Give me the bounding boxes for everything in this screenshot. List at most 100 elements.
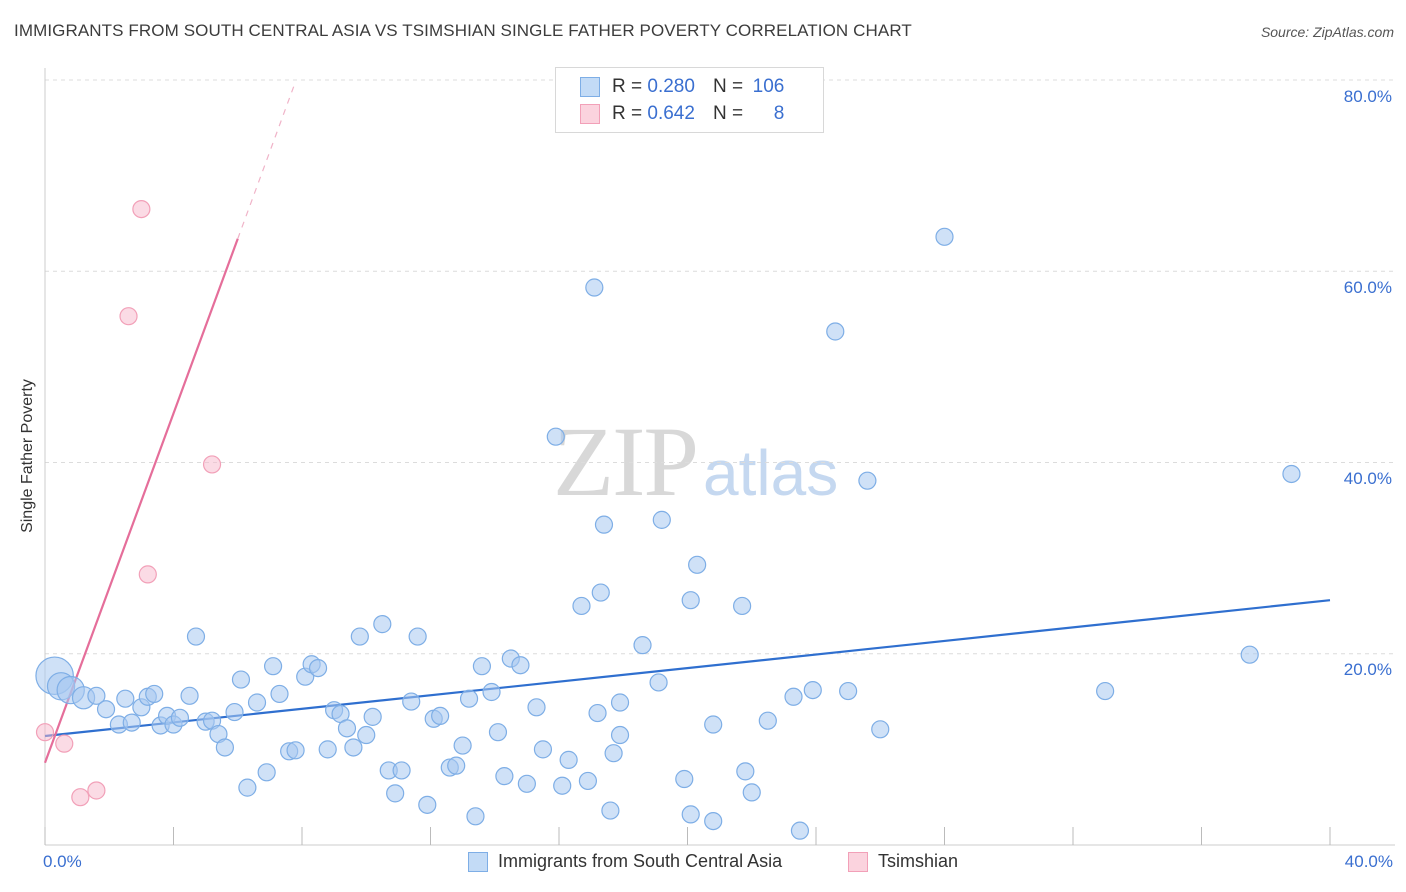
point-immigrants xyxy=(247,693,267,712)
point-immigrants xyxy=(257,763,276,782)
trend-line-tsimshian xyxy=(43,238,239,764)
point-immigrants xyxy=(649,673,668,692)
point-immigrants xyxy=(263,657,283,676)
point-immigrants xyxy=(935,227,954,246)
data-points xyxy=(35,199,1301,840)
point-immigrants xyxy=(511,656,530,675)
stats-legend: R = 0.280 N = 106 R = 0.642 N = 8 xyxy=(555,67,824,133)
stats-n-value: 8 xyxy=(773,103,785,124)
point-immigrants xyxy=(386,784,405,803)
point-tsimshian xyxy=(119,307,138,326)
point-immigrants xyxy=(736,762,755,781)
axes xyxy=(44,68,1395,846)
point-immigrants xyxy=(559,750,578,769)
point-immigrants xyxy=(392,761,411,780)
legend-swatch-pink xyxy=(848,851,868,872)
point-immigrants xyxy=(482,682,501,702)
legend-swatch-blue xyxy=(468,851,488,872)
x-tick-min: 0.0% xyxy=(43,852,82,871)
point-immigrants xyxy=(533,740,553,759)
point-tsimshian xyxy=(71,788,90,807)
point-tsimshian xyxy=(202,455,222,474)
trend-line-tsimshian-extension xyxy=(237,81,297,239)
source-label: Source: ZipAtlas.com xyxy=(1260,24,1394,40)
point-tsimshian xyxy=(132,199,151,219)
legend-item-immigrants[interactable]: Immigrants from South Central Asia xyxy=(468,851,782,872)
point-immigrants xyxy=(350,627,369,646)
point-immigrants xyxy=(472,657,491,676)
stats-row-pink: R = 0.642 N = 8 xyxy=(580,101,784,127)
x-tick-max: 40.0% xyxy=(1344,852,1393,871)
point-immigrants xyxy=(87,686,106,705)
point-immigrants xyxy=(578,771,598,791)
point-immigrants xyxy=(495,767,514,786)
stats-n-label: N = xyxy=(712,76,744,97)
stats-r-value: 0.280 xyxy=(647,76,695,97)
point-immigrants xyxy=(357,725,376,745)
point-immigrants xyxy=(704,715,723,734)
point-immigrants xyxy=(1240,645,1259,664)
point-immigrants xyxy=(402,692,421,711)
point-immigrants xyxy=(308,658,328,678)
point-immigrants xyxy=(116,689,135,708)
point-immigrants xyxy=(675,769,694,789)
point-immigrants xyxy=(610,693,630,712)
point-immigrants xyxy=(871,720,890,739)
point-immigrants xyxy=(704,811,723,831)
point-immigrants xyxy=(527,698,546,717)
point-immigrants xyxy=(688,555,707,574)
trend-line-immigrants xyxy=(44,599,1331,738)
y-tick-80: 80.0% xyxy=(1343,87,1392,106)
point-immigrants xyxy=(681,591,700,610)
point-immigrants xyxy=(601,801,620,820)
point-immigrants xyxy=(170,708,190,727)
point-immigrants xyxy=(373,615,392,634)
stats-n-value: 106 xyxy=(752,76,785,97)
point-tsimshian xyxy=(35,723,55,742)
point-immigrants xyxy=(858,471,877,490)
point-immigrants xyxy=(585,278,604,297)
stats-n-label: N = xyxy=(712,103,744,124)
point-immigrants xyxy=(572,596,591,616)
point-immigrants xyxy=(180,686,199,705)
point-immigrants xyxy=(588,703,607,723)
legend-item-tsimshian[interactable]: Tsimshian xyxy=(848,851,958,872)
y-tick-20: 20.0% xyxy=(1343,660,1392,679)
grid-lines xyxy=(45,79,1395,655)
point-tsimshian xyxy=(87,781,106,800)
point-immigrants xyxy=(839,681,858,701)
point-immigrants xyxy=(784,687,803,706)
point-immigrants xyxy=(225,702,244,722)
point-immigrants xyxy=(803,680,822,700)
chart-title: IMMIGRANTS FROM SOUTH CENTRAL ASIA VS TS… xyxy=(14,21,912,40)
point-immigrants xyxy=(546,427,565,446)
point-immigrants xyxy=(447,756,466,775)
point-immigrants xyxy=(633,636,652,655)
point-immigrants xyxy=(591,583,610,602)
trend-lines xyxy=(43,81,1331,764)
stats-r-value: 0.642 xyxy=(647,103,695,124)
point-immigrants xyxy=(145,684,164,704)
stats-r-label: R = xyxy=(612,103,643,124)
point-immigrants xyxy=(286,741,305,760)
y-tick-60: 60.0% xyxy=(1343,278,1392,297)
point-immigrants xyxy=(270,684,289,704)
point-immigrants xyxy=(594,515,614,534)
bottom-legend: Immigrants from South Central Asia Tsims… xyxy=(0,851,1406,879)
point-immigrants xyxy=(459,689,479,708)
point-immigrants xyxy=(790,821,810,840)
point-immigrants xyxy=(742,783,761,802)
point-immigrants xyxy=(363,707,382,726)
point-immigrants xyxy=(517,774,536,793)
y-tick-40: 40.0% xyxy=(1343,469,1392,488)
point-immigrants xyxy=(318,740,337,759)
point-tsimshian xyxy=(138,565,157,584)
point-immigrants xyxy=(238,778,257,797)
stats-r-label: R = xyxy=(612,76,643,97)
point-immigrants xyxy=(1282,464,1301,484)
point-immigrants xyxy=(681,805,700,824)
point-immigrants xyxy=(431,706,450,726)
point-immigrants xyxy=(96,700,116,719)
point-immigrants xyxy=(553,776,572,795)
point-immigrants xyxy=(604,744,623,763)
